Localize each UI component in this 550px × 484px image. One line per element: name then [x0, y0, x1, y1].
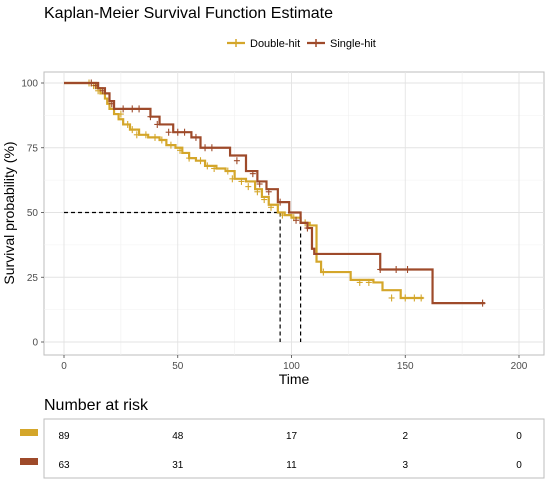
risk-value: 89 [58, 431, 70, 442]
risk-value: 48 [172, 431, 184, 442]
survival-curves [64, 79, 486, 307]
risk-row-swatch [20, 458, 38, 465]
survival-curve-single-hit [64, 81, 485, 305]
y-tick-label: 0 [32, 338, 38, 349]
y-tick-label: 75 [27, 143, 39, 154]
legend-label-double-hit: Double-hit [250, 38, 300, 50]
risk-value: 17 [286, 431, 298, 442]
risk-value: 3 [402, 460, 408, 471]
risk-table: 89 48 17 2 0 63 31 11 3 0 [20, 429, 522, 471]
x-axis-label: Time [279, 371, 310, 387]
risk-value: 11 [286, 460, 297, 471]
y-tick-label: 25 [27, 273, 39, 284]
grid [44, 72, 544, 355]
x-tick-label: 200 [511, 361, 528, 372]
plot-panel [43, 71, 545, 356]
risk-value: 0 [516, 460, 522, 471]
y-tick-label: 50 [27, 208, 39, 219]
risk-value: 63 [58, 460, 70, 471]
risk-value: 2 [402, 431, 408, 442]
risk-table-title: Number at risk [44, 397, 149, 414]
risk-value: 0 [516, 431, 522, 442]
x-tick-label: 0 [61, 361, 67, 372]
legend-label-single-hit: Single-hit [330, 38, 376, 50]
y-axis-label: Survival probability (%) [1, 141, 17, 284]
median-lines [64, 211, 302, 342]
chart-title: Kaplan-Meier Survival Function Estimate [44, 5, 333, 22]
x-tick-label: 50 [172, 361, 184, 372]
y-tick-label: 100 [21, 79, 38, 90]
risk-table-panel [43, 418, 545, 479]
x-tick-label: 100 [283, 361, 300, 372]
risk-value: 31 [172, 460, 184, 471]
x-axis: 0 50 100 150 200 [61, 355, 528, 372]
legend: Double-hit Single-hit [227, 38, 376, 50]
y-axis: 0 25 50 75 100 [21, 79, 44, 349]
risk-row-swatch [20, 429, 38, 436]
x-tick-label: 150 [397, 361, 414, 372]
